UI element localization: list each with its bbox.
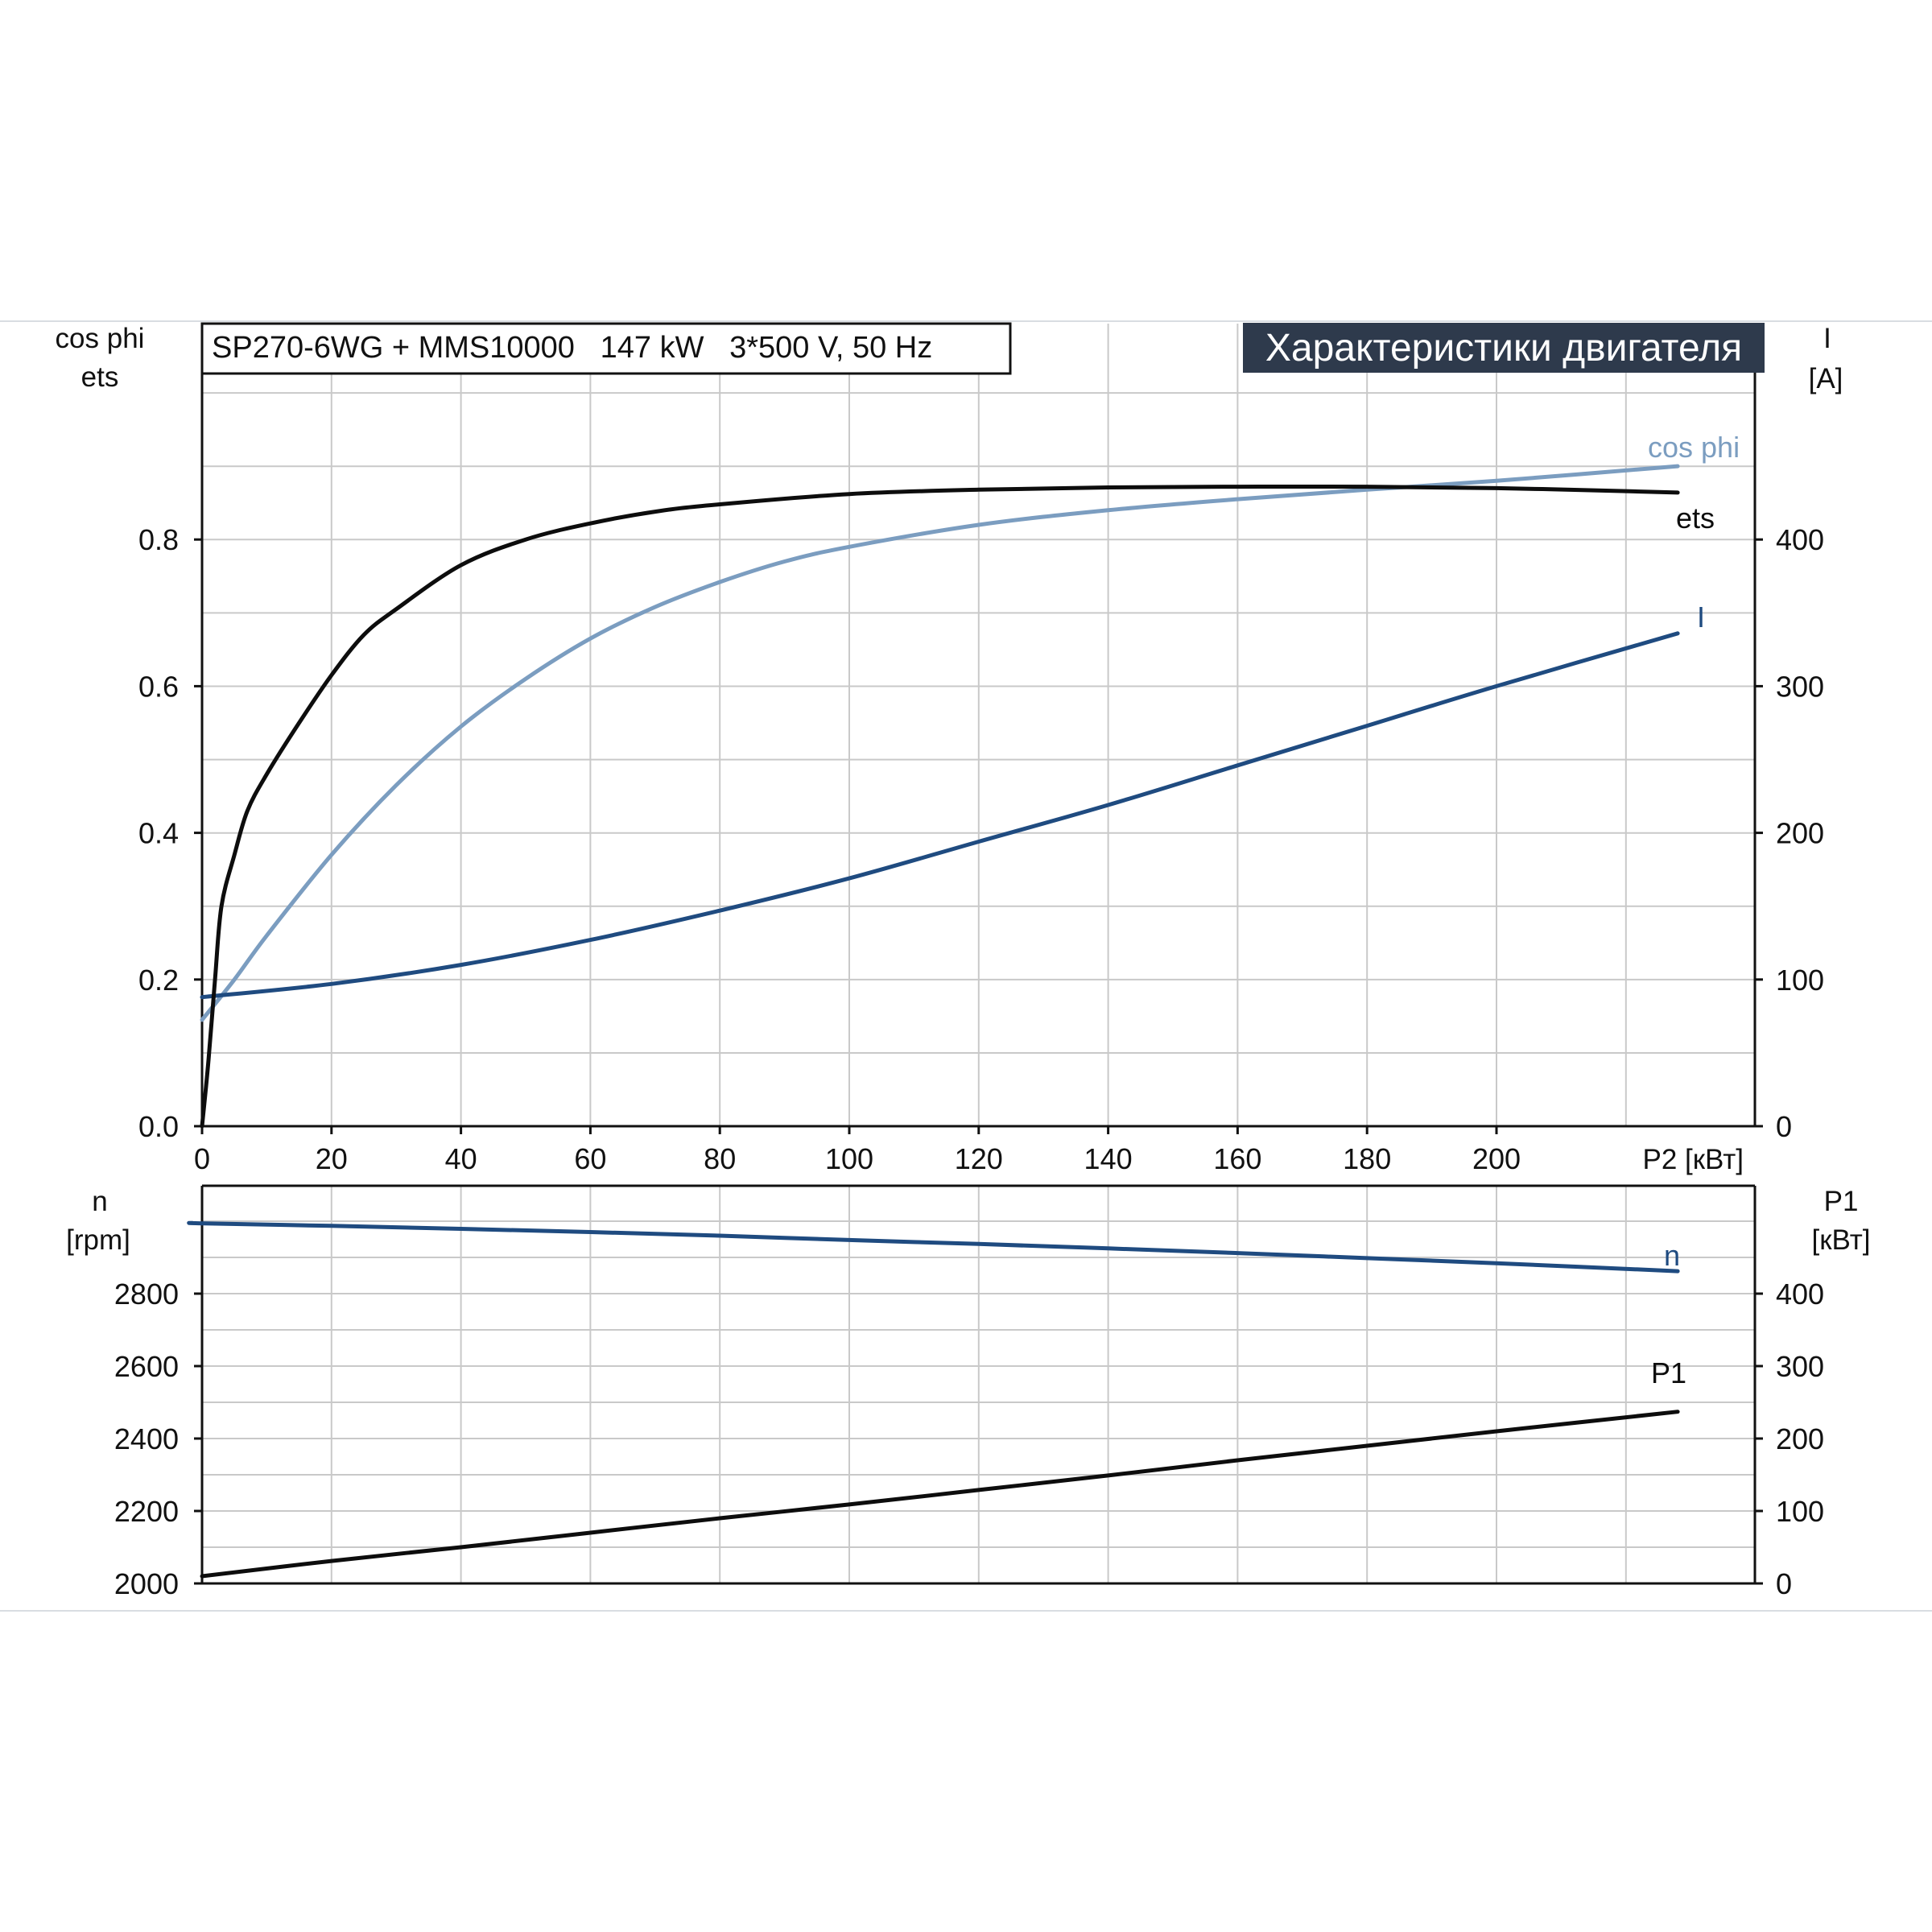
bottom-left-y-tick-label: 2000 [114,1567,179,1600]
top-right-y-tick-label: 200 [1776,817,1824,850]
top-left-y-tick-label: 0.8 [138,523,179,556]
x-tick-label: 40 [445,1142,477,1175]
bottom-right-y-tick-label: 0 [1776,1567,1792,1600]
top-left-axis-title-line2: ets [81,361,119,393]
x-tick-label: 160 [1213,1142,1261,1175]
top-left-y-tick-label: 0.2 [138,964,179,997]
speed-curve [187,1220,1680,1274]
chart-title-banner: Характеристики двигателя [1243,323,1765,373]
bottom-right-y-tick-label: 300 [1776,1350,1824,1383]
bottom-left-y-tick-label: 2800 [114,1278,179,1311]
x-tick-label: 140 [1084,1142,1133,1175]
bottom-right-y-tick-label: 400 [1776,1278,1824,1311]
current-curve [200,631,1680,1000]
bottom-chart-axes [200,1184,1757,1585]
ets-curve [200,484,1680,1129]
info-box: SP270-6WG + MMS10000 147 kW 3*500 V, 50 … [200,322,1012,375]
bottom-right-y-tick-label: 200 [1776,1422,1824,1455]
bottom-left-axis-title-line1: n [92,1186,107,1217]
top-left-y-tick-label: 0.6 [138,670,179,703]
x-tick-label: 60 [574,1142,606,1175]
bottom-right-axis-title-line1: P1 [1824,1186,1859,1217]
bottom-left-y-tick-label: 2400 [114,1422,179,1455]
bottom-right-y-tick-label: 100 [1776,1495,1824,1528]
bottom-left-y-tick-label: 2200 [114,1495,179,1528]
top-right-axis-title-line1: I [1823,323,1831,354]
series-labels: cos phi ets I n P1 [1648,431,1740,1389]
top-left-y-tick-label: 0.0 [138,1110,179,1143]
series-label-cos-phi: cos phi [1648,431,1740,464]
x-tick-label: 80 [704,1142,736,1175]
top-left-y-tick-label: 0.4 [138,817,179,850]
series-label-current: I [1697,601,1705,634]
top-right-y-tick-label: 400 [1776,523,1824,556]
top-right-y-tick-label: 100 [1776,964,1824,997]
bottom-right-axis-title-line2: [кВт] [1812,1224,1871,1256]
chart-curves [187,464,1680,1579]
series-label-ets: ets [1676,502,1715,535]
info-text: SP270-6WG + MMS10000 147 kW 3*500 V, 50 … [212,331,932,365]
cos-phi-curve [200,464,1680,1022]
top-right-y-tick-label: 0 [1776,1110,1792,1143]
p1-curve [200,1410,1680,1579]
x-tick-label: 20 [316,1142,348,1175]
x-tick-label: 180 [1343,1142,1391,1175]
top-chart-grid [202,324,1755,1126]
top-right-axis-title-line2: [A] [1809,363,1843,394]
x-axis-title: P2 [кВт] [1642,1144,1744,1175]
top-right-y-tick-label: 300 [1776,670,1824,703]
x-tick-label: 200 [1472,1142,1521,1175]
x-tick-label: 0 [194,1142,210,1175]
bottom-left-axis-title-line2: [rpm] [66,1224,130,1256]
series-label-p1: P1 [1651,1356,1686,1389]
chart-title: Характеристики двигателя [1265,327,1742,369]
info-box-frame [200,322,1012,375]
bottom-chart-grid [202,1186,1755,1583]
axis-ticks: 0 20 40 60 80 100 120 140 160 180 200 0.0 0.2 0.4 0.6 0… [114,523,1824,1600]
x-tick-label: 100 [825,1142,873,1175]
top-left-axis-title-line1: cos phi [56,323,145,354]
series-label-speed: n [1664,1239,1680,1272]
chart-title-background [1243,323,1765,373]
bottom-left-y-tick-label: 2600 [114,1350,179,1383]
x-tick-label: 120 [955,1142,1003,1175]
axis-titles: cos phi ets I [A] P2 [кВт] n [rpm] P1 [к… [56,323,1871,1256]
